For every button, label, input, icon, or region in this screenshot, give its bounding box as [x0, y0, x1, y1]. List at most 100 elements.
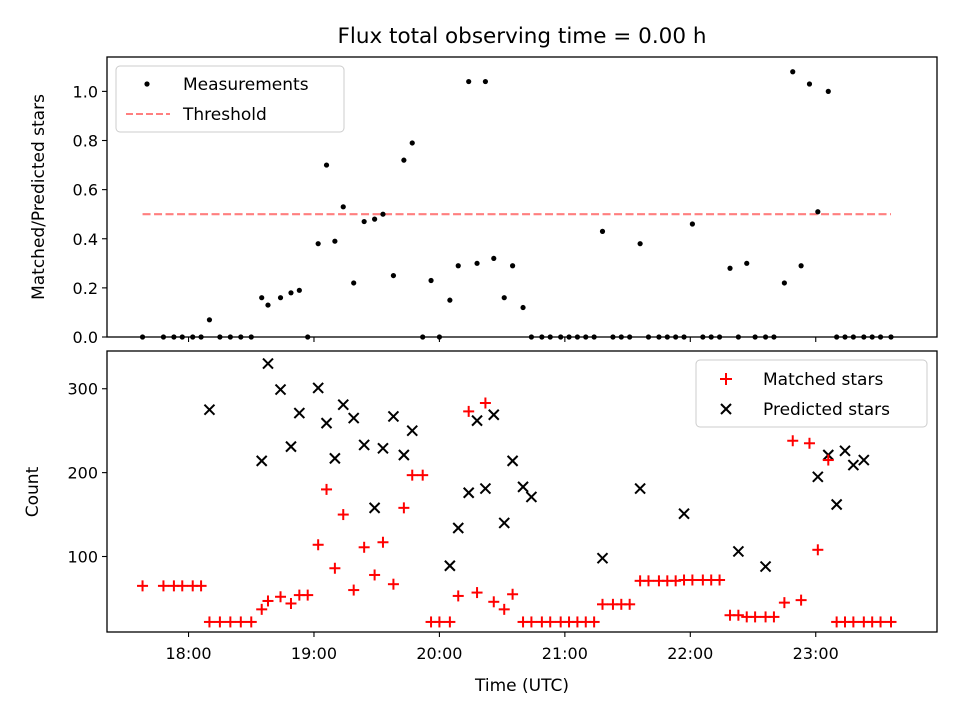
y-tick-label: 100	[67, 548, 98, 567]
matched-stars-point	[452, 590, 464, 602]
measurement-point	[806, 81, 813, 87]
matched-stars-point	[321, 483, 333, 495]
y-tick-label: 0.2	[73, 279, 98, 298]
matched-stars-point	[885, 616, 897, 628]
measurement-point	[288, 290, 294, 296]
measurement-point	[861, 334, 867, 340]
x-tick-label: 18:00	[165, 644, 211, 663]
matched-stars-point	[312, 539, 324, 551]
measurement-point	[227, 334, 233, 340]
predicted-stars-point	[812, 471, 824, 483]
measurement-point	[323, 162, 330, 168]
measurement-point	[618, 334, 624, 340]
matched-stars-point	[262, 595, 274, 607]
legend-x-icon	[720, 403, 732, 415]
measurement-point	[716, 334, 723, 340]
matched-stars-point	[588, 616, 600, 628]
predicted-stars-point	[634, 482, 646, 495]
top-axes-frame	[106, 56, 938, 338]
matched-stars-point	[275, 591, 287, 603]
predicted-stars-point	[830, 498, 843, 511]
measurement-point	[528, 334, 535, 340]
matched-stars-point	[387, 578, 399, 590]
matched-stars-point	[768, 611, 780, 623]
matched-stars-point	[624, 598, 636, 610]
matched-stars-point	[795, 594, 807, 606]
matched-stars-point	[544, 616, 556, 628]
measurement-point	[744, 260, 750, 266]
predicted-stars-point	[293, 407, 306, 419]
matched-stars-point	[463, 405, 475, 417]
measurement-point	[265, 302, 271, 308]
matched-stars-point	[498, 603, 510, 615]
top-legend: Measurements Threshold	[115, 65, 345, 133]
matched-stars-point	[596, 598, 608, 610]
measurement-point	[645, 334, 652, 340]
y-tick-label: 0.8	[73, 132, 98, 151]
chart-title: Flux total observing time = 0.00 h	[338, 24, 707, 49]
predicted-stars-point	[517, 481, 529, 493]
measurement-point	[520, 304, 526, 311]
matched-stars-point	[642, 575, 654, 587]
measurement-point	[380, 211, 386, 217]
predicted-stars-point	[498, 517, 510, 529]
measurement-point	[877, 334, 884, 340]
measurement-point	[834, 334, 840, 340]
top-y-axis-label: Matched/Predicted stars	[29, 94, 49, 300]
matched-stars-point	[256, 603, 268, 615]
measurement-point	[277, 295, 284, 301]
y-tick-label: 1.0	[73, 82, 98, 101]
matched-stars-point	[285, 597, 297, 609]
y-tick-label: 200	[67, 464, 98, 483]
measurement-point	[627, 334, 633, 340]
measurement-point	[160, 334, 167, 340]
predicted-stars-point	[203, 404, 216, 416]
x-tick-label: 22:00	[667, 644, 713, 663]
predicted-stars-point	[452, 522, 464, 534]
matched-stars-point	[525, 616, 537, 628]
matched-stars-point	[348, 584, 360, 596]
measurement-point	[474, 260, 480, 266]
measurement-point	[547, 334, 553, 340]
measurement-point	[771, 334, 777, 340]
measurement-point	[296, 287, 302, 293]
measurement-point	[539, 334, 545, 340]
measurement-point	[171, 334, 177, 340]
predicted-stars-point	[387, 410, 400, 423]
measurement-point	[436, 334, 443, 340]
predicted-stars-point	[596, 552, 609, 564]
predicted-stars-point	[377, 442, 389, 455]
measurement-point	[869, 334, 875, 340]
measurement-point	[401, 157, 407, 163]
matched-stars-point	[329, 562, 341, 574]
bottom-y-axis-label: Count	[23, 466, 43, 517]
measurement-point	[825, 88, 831, 94]
measurement-point	[842, 334, 848, 340]
measurement-point	[179, 334, 185, 340]
bottom-legend: Matched stars Predicted stars	[695, 359, 928, 428]
matched-stars-point	[406, 469, 418, 481]
legend-label-matched: Matched stars	[763, 370, 883, 390]
predicted-stars-point	[479, 482, 492, 495]
top-axes: 0.0 0.2 0.4 0.6 0.8 1.0 Matched/Predicted sta…	[29, 56, 938, 347]
measurement-point	[888, 334, 894, 340]
measurement-point	[689, 221, 695, 227]
predicted-stars-point	[329, 452, 341, 465]
matched-stars-point	[803, 437, 815, 449]
matched-stars-point	[214, 616, 226, 628]
predicted-stars-point	[462, 487, 475, 499]
matched-stars-point	[787, 435, 799, 447]
measurement-point	[790, 69, 796, 75]
predicted-stars-point	[347, 412, 360, 424]
matched-stars-point	[398, 502, 410, 514]
measurement-point	[599, 228, 606, 234]
matched-stars-point	[749, 611, 761, 623]
top-y-ticks: 0.0 0.2 0.4 0.6 0.8 1.0	[73, 82, 107, 347]
matched-stars-point	[433, 616, 445, 628]
matched-stars-point	[176, 580, 188, 592]
predicted-stars-point	[525, 491, 538, 503]
matched-stars-point	[686, 574, 698, 586]
predicted-stars-point	[312, 382, 324, 394]
matched-stars-point	[224, 616, 236, 628]
matched-stars-point	[444, 616, 456, 628]
